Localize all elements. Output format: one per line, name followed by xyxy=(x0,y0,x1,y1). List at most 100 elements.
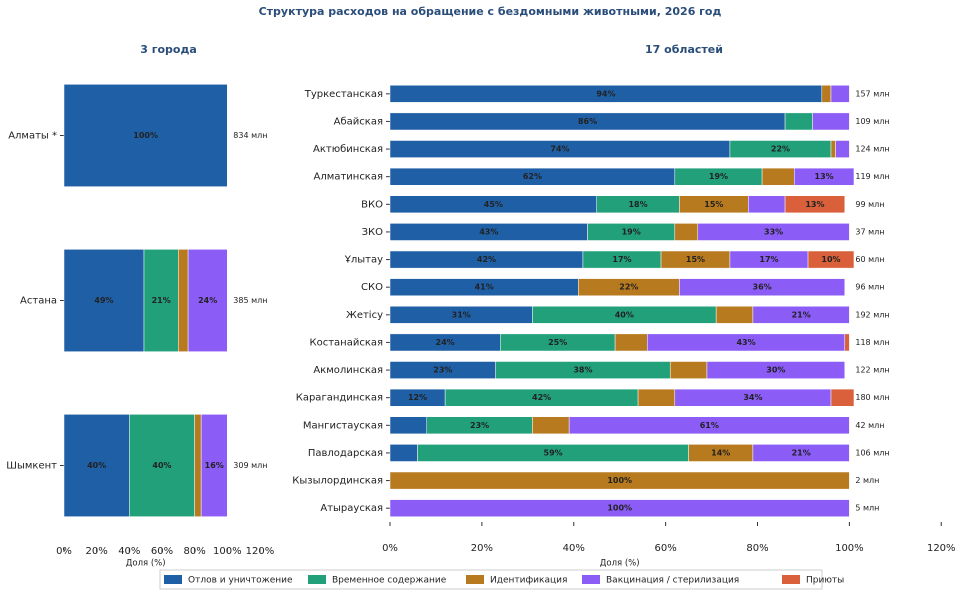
legend-swatch xyxy=(466,575,484,584)
data-label: 18% xyxy=(628,200,647,209)
bar-segment xyxy=(812,112,850,131)
data-label: 13% xyxy=(815,172,834,181)
bar-segment xyxy=(784,112,813,131)
total-annotation: 180 млн xyxy=(855,393,889,402)
bar-segment xyxy=(844,333,850,352)
x-tick-label: 80% xyxy=(746,543,768,554)
data-label: 19% xyxy=(622,227,641,236)
total-annotation: 42 млн xyxy=(855,421,884,430)
y-tick-label: Астана xyxy=(20,296,57,307)
data-label: 31% xyxy=(452,310,471,319)
data-label: 86% xyxy=(578,117,597,126)
x-tick-label: 40% xyxy=(563,543,585,554)
bar-segment xyxy=(614,333,648,352)
data-label: 43% xyxy=(479,227,498,236)
data-label: 12% xyxy=(408,393,427,402)
x-tick-label: 0% xyxy=(56,546,72,557)
data-label: 25% xyxy=(548,338,567,347)
y-tick-label: ВКО xyxy=(361,199,383,210)
total-annotation: 106 млн xyxy=(855,448,889,457)
x-tick-label: 100% xyxy=(835,543,864,554)
data-label: 40% xyxy=(615,310,634,319)
bar-segment xyxy=(752,305,850,324)
bar-segment xyxy=(532,416,570,435)
data-label: 21% xyxy=(792,310,811,319)
data-label: 14% xyxy=(711,448,730,457)
y-tick-label: Туркестанская xyxy=(304,89,383,100)
data-label: 21% xyxy=(792,448,811,457)
y-tick-label: Ұлытау xyxy=(344,255,383,266)
data-label: 33% xyxy=(764,227,783,236)
data-label: 15% xyxy=(686,255,705,264)
data-label: 36% xyxy=(753,283,772,292)
total-annotation: 192 млн xyxy=(855,310,889,319)
data-label: 23% xyxy=(470,421,489,430)
data-label: 34% xyxy=(743,393,762,402)
x-tick-label: 120% xyxy=(927,543,956,554)
data-label: 49% xyxy=(94,296,113,305)
bar-segment xyxy=(63,414,130,517)
bar-segment xyxy=(807,250,855,269)
y-tick-label: Абайская xyxy=(334,116,383,127)
bar-segment xyxy=(389,499,850,518)
y-tick-label: Карагандинская xyxy=(296,393,383,404)
total-annotation: 309 млн xyxy=(233,461,267,470)
data-label: 43% xyxy=(736,338,755,347)
data-label: 19% xyxy=(709,172,728,181)
bar-segment xyxy=(389,416,427,435)
x-tick-label: 120% xyxy=(246,546,275,557)
data-label: 62% xyxy=(523,172,542,181)
data-label: 21% xyxy=(152,296,171,305)
x-axis-label: Доля (%) xyxy=(600,559,640,569)
y-tick-label: Мангистауская xyxy=(303,420,383,431)
bar-segment xyxy=(63,249,145,352)
bar-segment xyxy=(637,388,676,407)
y-tick-label: Актюбинская xyxy=(313,144,383,155)
y-tick-label: Кызылординская xyxy=(292,476,383,487)
data-label: 22% xyxy=(771,145,790,154)
legend-swatch xyxy=(582,575,600,584)
total-annotation: 109 млн xyxy=(855,117,889,126)
bar-segment xyxy=(821,84,832,103)
legend-swatch xyxy=(782,575,800,584)
legend-box xyxy=(159,569,823,590)
bar-segment xyxy=(674,223,699,241)
bar-segment xyxy=(830,84,850,103)
total-annotation: 119 млн xyxy=(855,172,889,181)
bar-segment xyxy=(389,471,850,490)
subplot-title: 3 города xyxy=(140,43,197,56)
bar-segment xyxy=(784,195,846,214)
bar-segment xyxy=(194,414,202,517)
legend-label: Вакцинация / стерилизация xyxy=(606,576,739,586)
bar-segment xyxy=(389,444,418,462)
data-label: 38% xyxy=(573,366,592,375)
total-annotation: 157 млн xyxy=(855,89,889,98)
y-tick-label: Алматинская xyxy=(314,172,383,183)
bar-segment xyxy=(752,444,850,462)
bar-segment xyxy=(568,416,850,435)
data-label: 94% xyxy=(596,89,615,98)
bar-segment xyxy=(835,140,850,158)
subplot-title: 17 областей xyxy=(645,43,723,56)
bar-segment xyxy=(748,195,786,214)
bar-segment xyxy=(761,167,795,186)
bar-segment xyxy=(794,167,855,186)
data-label: 23% xyxy=(433,366,452,375)
data-label: 61% xyxy=(700,421,719,430)
data-label: 17% xyxy=(612,255,631,264)
data-label: 42% xyxy=(477,255,496,264)
y-tick-label: Костанайская xyxy=(309,337,383,348)
x-tick-label: 60% xyxy=(655,543,677,554)
x-tick-label: 20% xyxy=(471,543,493,554)
total-annotation: 37 млн xyxy=(855,227,884,236)
bar-segment xyxy=(697,223,850,241)
bar-segment xyxy=(669,361,708,379)
data-label: 15% xyxy=(704,200,723,209)
y-tick-label: Жетісу xyxy=(346,309,383,321)
x-tick-label: 0% xyxy=(382,543,398,554)
x-tick-label: 20% xyxy=(86,546,108,557)
bar-segment xyxy=(200,414,228,517)
data-label: 16% xyxy=(205,461,224,470)
y-tick-label: Атырауская xyxy=(320,503,383,514)
total-annotation: 5 млн xyxy=(855,504,879,513)
